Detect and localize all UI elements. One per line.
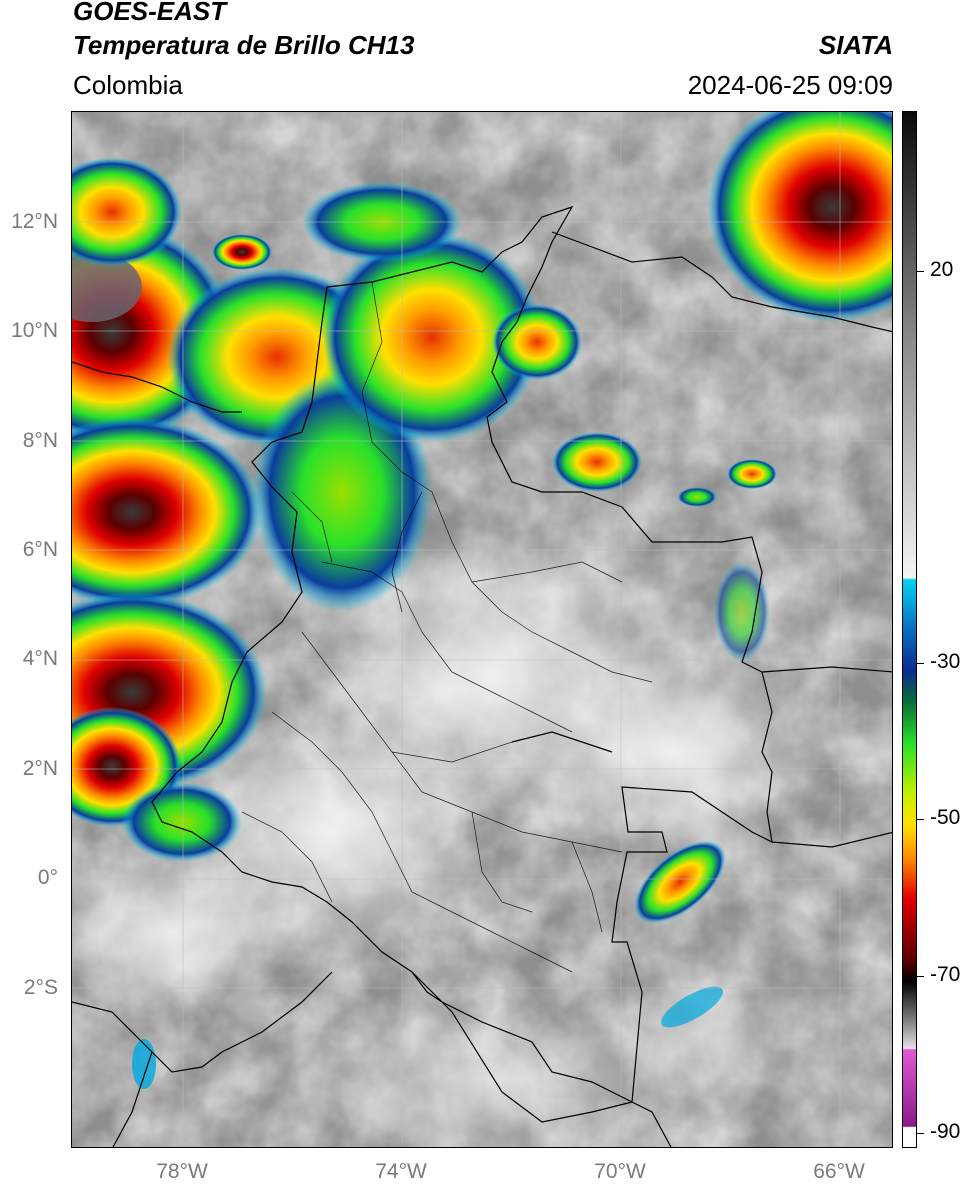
source-label: SIATA (818, 30, 893, 60)
map-svg (72, 112, 892, 1147)
department-boundaries (241, 281, 653, 973)
title-satellite: GOES-EAST (73, 0, 227, 26)
lat-label-8n: 8°N (22, 429, 58, 452)
lon-label-74w: 74°W (375, 1160, 427, 1183)
datetime-label: 2024-06-25 09:09 (687, 70, 893, 100)
colorbar-tick (917, 819, 924, 820)
convective-storms (72, 112, 892, 1089)
colorbar-label-minus50: -50 (930, 806, 961, 829)
satellite-map (71, 111, 893, 1148)
lon-label-78w: 78°W (156, 1160, 208, 1183)
lat-label-2s: 2°S (23, 976, 58, 999)
colorbar (902, 111, 917, 1148)
colorbar-tick (917, 1133, 924, 1134)
graticule (72, 112, 892, 1147)
lat-label-6n: 6°N (22, 538, 58, 561)
colorbar-svg (903, 112, 916, 1147)
title-product: Temperatura de Brillo CH13 (73, 30, 415, 60)
lat-label-4n: 4°N (22, 647, 58, 670)
colorbar-label-minus30: -30 (930, 650, 961, 673)
political-boundaries (72, 205, 892, 1147)
colorbar-tick (917, 976, 924, 977)
colorbar-label-minus70: -70 (930, 963, 961, 986)
lat-label-0: 0° (37, 866, 58, 889)
colorbar-label-minus90: -90 (930, 1120, 961, 1143)
colorbar-label-20: 20 (930, 258, 954, 281)
lon-label-70w: 70°W (594, 1160, 646, 1183)
region-label: Colombia (73, 70, 183, 100)
lat-label-2n: 2°N (22, 757, 58, 780)
lat-label-12n: 12°N (11, 210, 58, 233)
colorbar-tick (917, 663, 924, 664)
colorbar-tick (917, 271, 924, 272)
lon-label-66w: 66°W (813, 1160, 865, 1183)
lat-label-10n: 10°N (11, 319, 58, 342)
